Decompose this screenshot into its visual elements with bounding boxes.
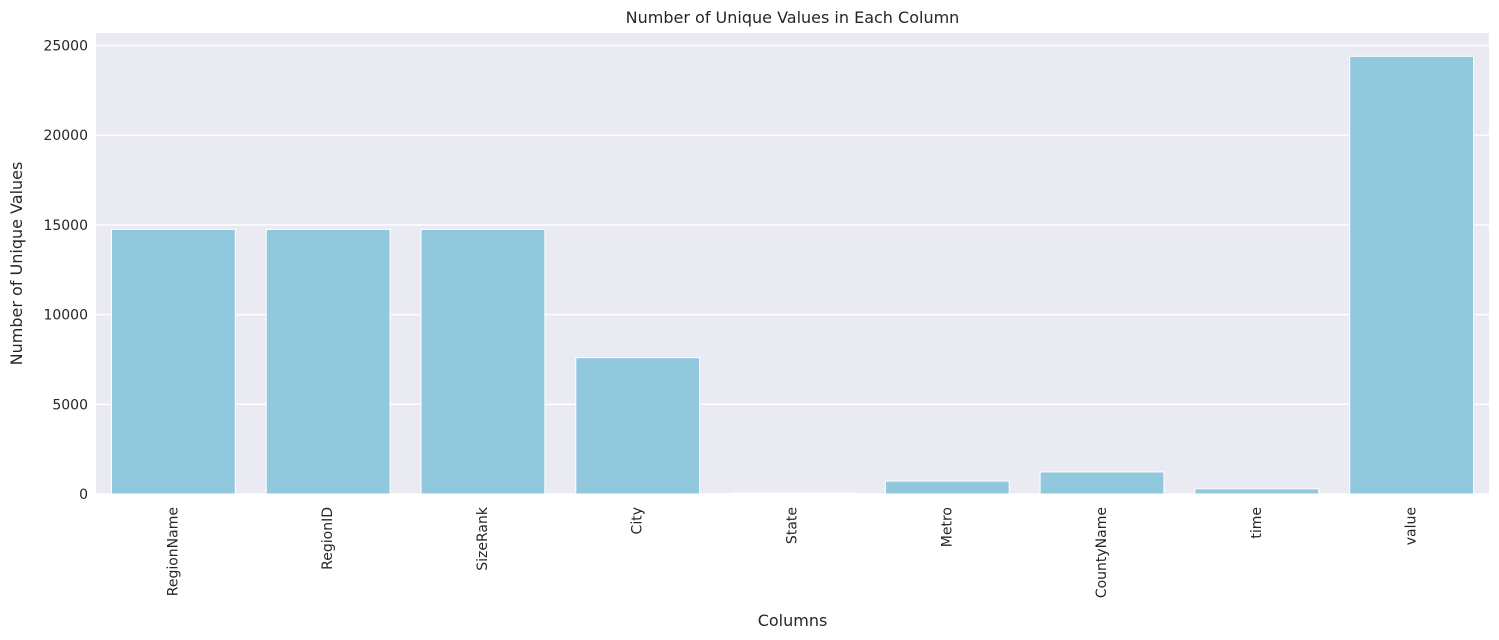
x-tick-label: time <box>1249 507 1265 539</box>
y-tick-label: 5000 <box>52 397 88 413</box>
bar-state <box>730 492 855 495</box>
bar-time <box>1194 488 1320 495</box>
bar-regionname <box>110 228 236 495</box>
bar-sizerank <box>420 228 546 495</box>
x-axis-ticks: RegionName RegionID SizeRank City State Metro… <box>165 506 1419 598</box>
x-tick-label: value <box>1404 507 1420 545</box>
x-axis-title: Columns <box>758 611 828 630</box>
x-tick-label: State <box>785 507 801 544</box>
chart-title: Number of Unique Values in Each Column <box>626 8 960 27</box>
y-axis-title: Number of Unique Values <box>7 162 26 366</box>
bar-value <box>1349 55 1475 495</box>
y-tick-label: 20000 <box>43 128 88 144</box>
x-tick-label: CountyName <box>1094 507 1110 598</box>
x-tick-label: SizeRank <box>475 506 491 571</box>
x-tick-label: RegionName <box>165 507 181 596</box>
bar-regionid <box>265 228 391 495</box>
y-tick-label: 10000 <box>43 308 88 324</box>
x-tick-label: Metro <box>939 507 955 547</box>
x-tick-label: City <box>630 507 646 534</box>
y-tick-label: 0 <box>79 487 88 503</box>
y-axis-ticks: 0 5000 10000 15000 20000 25000 <box>43 39 88 503</box>
bar-city <box>575 357 701 495</box>
bars <box>110 55 1475 495</box>
bar-metro <box>884 480 1010 495</box>
x-tick-label: RegionID <box>320 507 336 570</box>
bar-countyname <box>1039 471 1165 495</box>
y-tick-label: 25000 <box>43 39 88 55</box>
y-tick-label: 15000 <box>43 218 88 234</box>
